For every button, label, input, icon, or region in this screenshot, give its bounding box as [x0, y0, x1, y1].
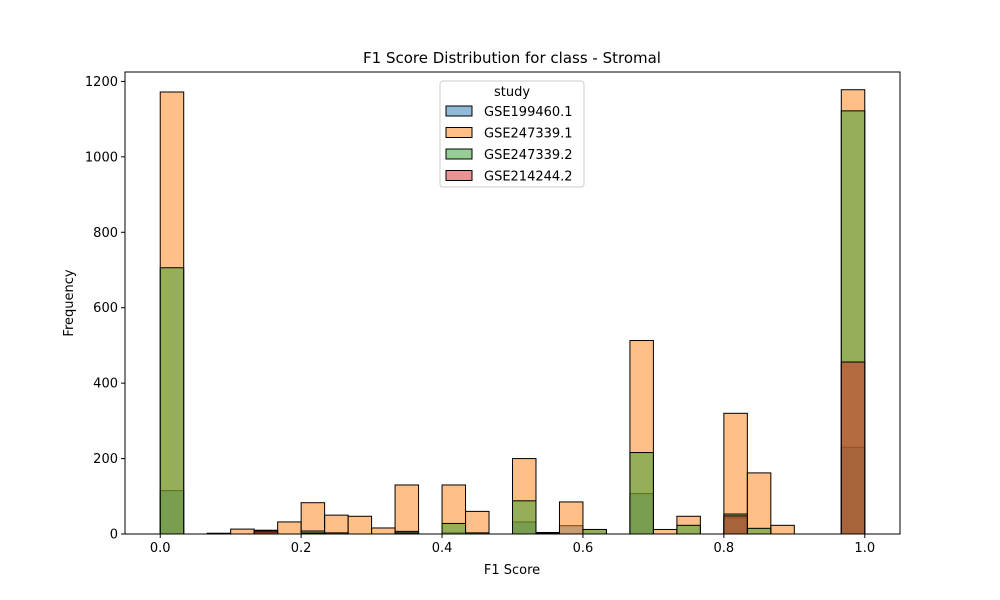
histogram-bar: [652, 528, 678, 535]
plot-frame: [124, 71, 901, 535]
legend-swatch: [445, 148, 473, 160]
histogram-bar: [770, 524, 795, 535]
y-tick-label: 1000: [85, 150, 118, 165]
legend-swatch: [445, 127, 473, 138]
histogram-bar: [324, 514, 349, 535]
y-axis-ticks: 0 200 400 600 800 1000 1200: [85, 75, 125, 543]
y-tick-label: 800: [93, 226, 118, 241]
legend-label: GSE247339.1: [484, 127, 573, 142]
histogram-bar: [582, 528, 607, 535]
histogram-bar: [300, 502, 326, 535]
legend-label: GSE247339.2: [484, 148, 573, 163]
x-axis-label: F1 Score: [484, 563, 540, 578]
x-tick-label: 1.0: [854, 541, 875, 556]
x-tick-label: 0.8: [714, 541, 735, 556]
legend-swatch: [445, 170, 473, 181]
histogram-bar: [465, 510, 490, 535]
x-tick-label: 0.6: [573, 541, 594, 556]
histogram-bar: [371, 527, 396, 535]
histogram-bar: [558, 501, 584, 535]
legend-swatch: [445, 105, 473, 117]
legend-label: GSE199460.1: [484, 105, 573, 120]
legend-label: GSE214244.2: [484, 170, 573, 185]
histogram-bar: [723, 515, 748, 535]
x-tick-label: 0.4: [432, 541, 453, 556]
histogram-bar: [159, 267, 185, 535]
y-tick-label: 200: [93, 452, 118, 467]
histogram-bar: [512, 500, 537, 535]
histogram-bar: [347, 515, 373, 535]
y-tick-label: 600: [93, 301, 118, 316]
x-tick-label: 0.2: [291, 541, 312, 556]
y-tick-label: 400: [93, 377, 118, 392]
histogram-bar: [676, 524, 701, 535]
histogram-bar: [840, 361, 866, 535]
histogram-bar: [746, 527, 772, 535]
histogram-bar: [230, 528, 255, 535]
histogram-bar: [441, 522, 467, 535]
x-axis-ticks: 0.0 0.2 0.4 0.6 0.8 1.0: [150, 534, 875, 556]
histogram-bar: [629, 452, 654, 535]
legend-title: study: [494, 85, 530, 100]
chart-title: F1 Score Distribution for class - Stroma…: [363, 49, 661, 67]
legend: study GSE199460.1 GSE247339.1 GSE247339.2 G…: [439, 80, 585, 188]
x-tick-label: 0.0: [150, 541, 171, 556]
y-tick-label: 0: [110, 528, 118, 543]
bars-layer: [159, 89, 866, 535]
y-axis-label: Frequency: [62, 269, 77, 336]
y-tick-label: 1200: [85, 75, 118, 90]
legend-box: [439, 80, 585, 188]
histogram-bar: [746, 472, 772, 535]
histogram-bar: [394, 484, 420, 535]
histogram-bar: [277, 521, 302, 535]
